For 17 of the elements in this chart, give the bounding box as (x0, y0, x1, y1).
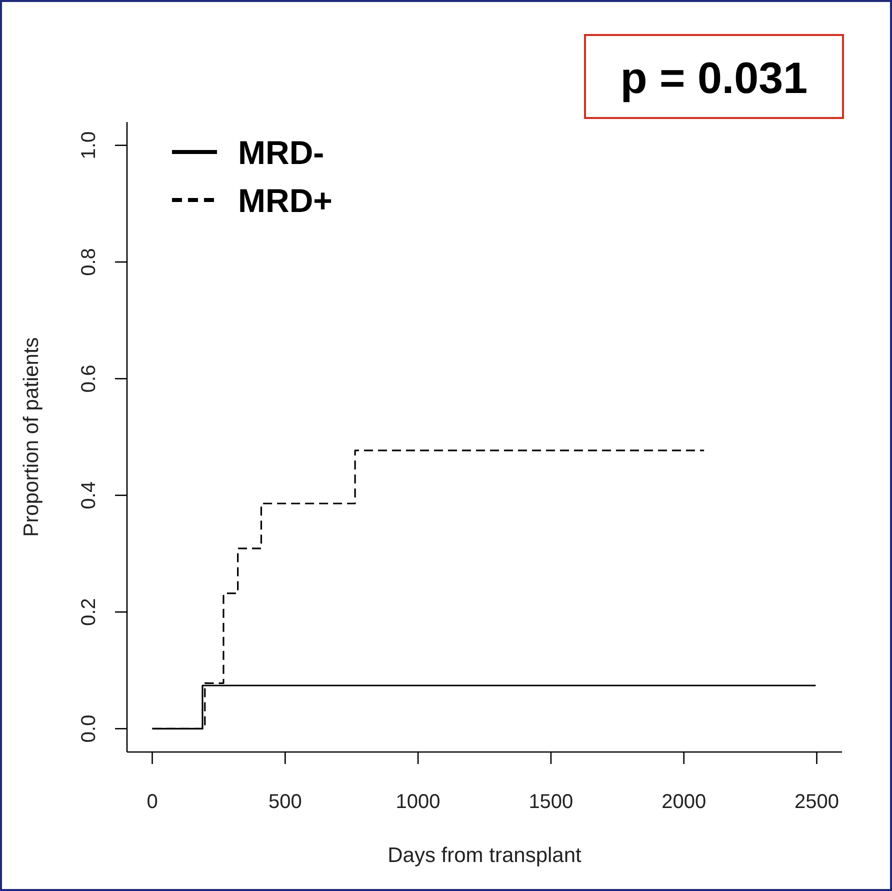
y-tick-label: 0.4 (78, 481, 100, 510)
x-tick-label: 1000 (396, 791, 440, 813)
x-tick-label: 0 (146, 791, 158, 813)
legend-label: MRD+ (238, 182, 332, 219)
y-tick-label: 0.8 (78, 248, 100, 276)
y-tick-label: 1.0 (78, 131, 100, 160)
x-tick-label: 2000 (662, 791, 706, 813)
x-axis-title: Days from transplant (388, 844, 582, 867)
y-axis-title: Proportion of patients (20, 337, 43, 537)
x-tick-label: 500 (268, 791, 302, 813)
y-tick-label: 0.0 (78, 714, 100, 743)
text: p = 0.031 (620, 54, 808, 103)
y-tick-label: 0.6 (78, 364, 100, 393)
y-tick-label: 0.2 (78, 598, 100, 626)
x-tick-label: 1500 (528, 791, 574, 813)
legend-label: MRD- (238, 134, 324, 171)
x-tick-label: 2500 (794, 791, 839, 813)
